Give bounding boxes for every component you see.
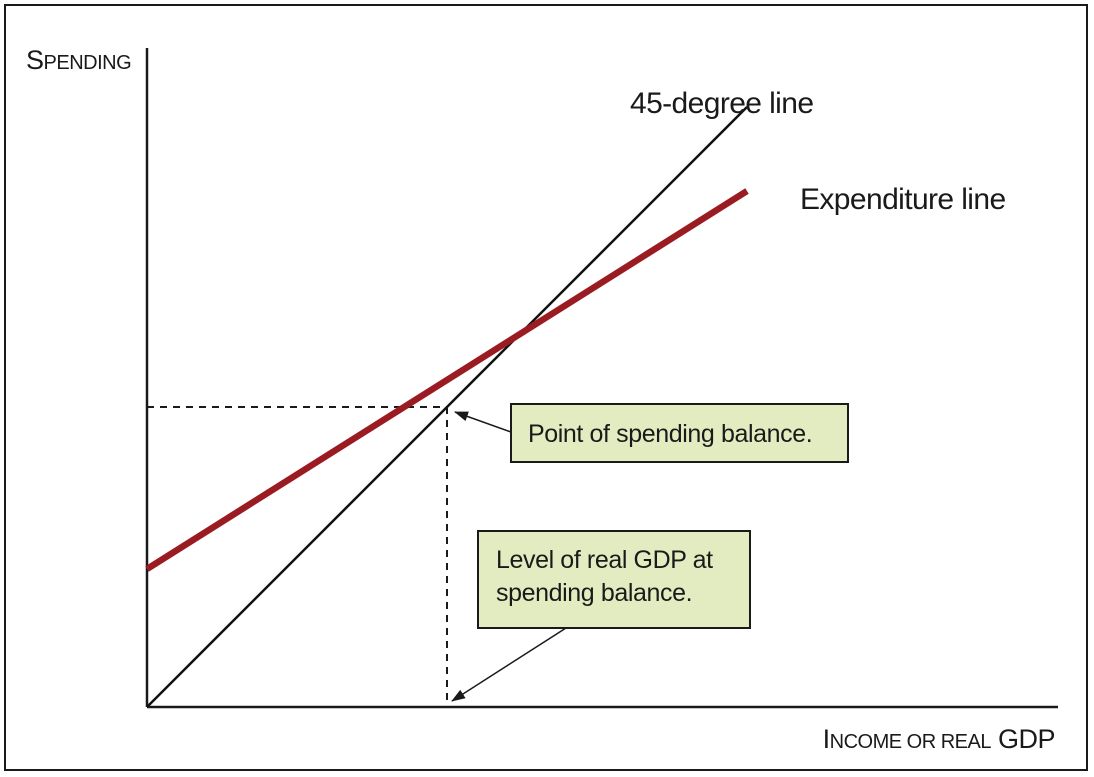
balance-point-arrow [454, 411, 512, 433]
gdp-level-text-line1: Level of real GDP at [496, 546, 713, 574]
series-label-expenditure: Expenditure line [800, 183, 1006, 216]
balance-point-box [510, 403, 849, 463]
series-line-expenditure [145, 188, 749, 572]
series-line-45-degree [146, 106, 748, 708]
chart-frame [4, 4, 1088, 771]
gdp-level-callout: Level of real GDP at spending balance. [451, 530, 751, 702]
series-label-45-degree: 45-degree line [630, 87, 813, 120]
gdp-level-box [477, 530, 751, 629]
x-axis-title: Income or real GDP [823, 724, 1055, 754]
gdp-level-text-line2: spending balance. [496, 579, 692, 607]
balance-point-text: Point of spending balance. [528, 420, 812, 448]
balance-point-callout: Point of spending balance. [454, 403, 849, 463]
y-axis-title: Spending [26, 45, 131, 75]
gdp-level-arrow [451, 627, 567, 702]
